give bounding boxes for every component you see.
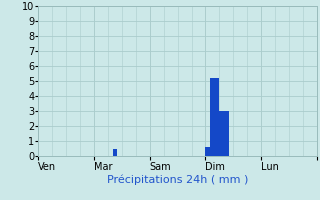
Bar <box>220 111 229 156</box>
X-axis label: Précipitations 24h ( mm ): Précipitations 24h ( mm ) <box>107 174 248 185</box>
Bar <box>113 148 117 156</box>
Bar <box>205 147 210 156</box>
Bar <box>210 78 220 156</box>
